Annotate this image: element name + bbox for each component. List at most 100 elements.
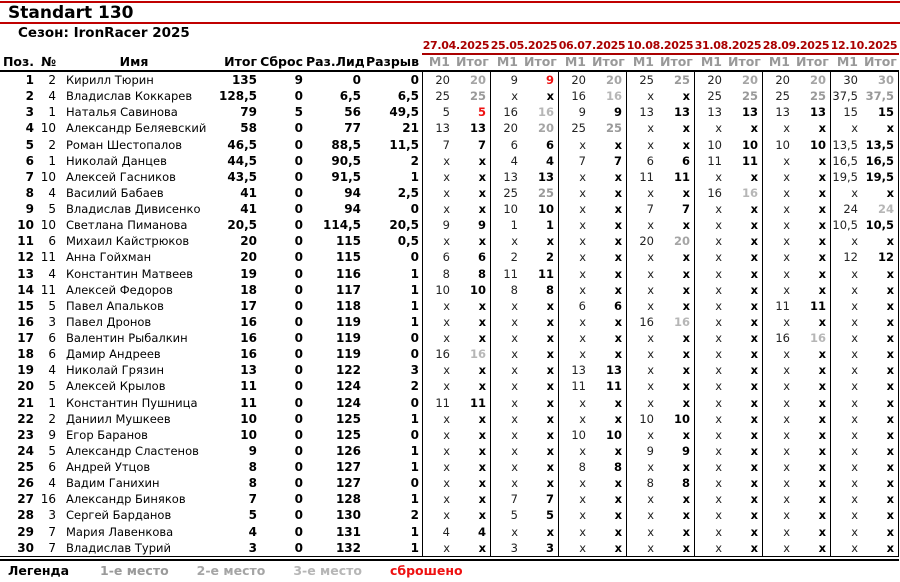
legend-place2: 2-е место [196, 563, 266, 578]
m1-cell: 11 [639, 169, 654, 184]
name-cell: Роман Шестопалов [66, 137, 183, 152]
pos-cell: 20 [17, 379, 34, 394]
total-cell: 17 [240, 298, 257, 313]
m1-cell: 10 [775, 137, 790, 152]
race-total-cell: x [886, 395, 894, 410]
m1-cell: 37,5 [832, 89, 858, 104]
table-row: 16 3 Павел Дронов 16 0 119 1 x x x x x x 16 16 x x x x x x [0, 313, 899, 330]
num-cell: 6 [48, 331, 56, 345]
m1-cell: x [443, 508, 450, 523]
table-row: 23 9 Егор Баранов 10 0 125 0 x x x x 10 10 x x x x x x x x [0, 426, 899, 443]
column-header-row: Поз. № Имя Итог Сброс Раз.Лид Разрыв М1 И… [0, 54, 899, 70]
m1-cell: 20 [503, 121, 518, 136]
m1-cell: x [783, 460, 790, 474]
race-subheader-group: М1 Итог [626, 54, 694, 70]
name-cell: Павел Дронов [66, 314, 152, 329]
race-total-cell: x [750, 379, 758, 394]
race-total-cell: x [682, 492, 690, 507]
race-total-cell: x [614, 540, 622, 555]
name-cell: Владислав Турий [66, 540, 171, 555]
m1-cell: x [511, 395, 518, 410]
m1-cell: 16 [775, 331, 790, 345]
race-group: 16 16 [626, 313, 694, 330]
race-date: 25.05.2025 [490, 39, 558, 52]
pos-cell: 13 [17, 266, 34, 281]
pos-cell: 8 [25, 185, 34, 200]
m1-cell: 1 [510, 218, 518, 233]
table-row: 1 2 Кирилл Тюрин 135 9 0 0 20 20 9 9 20 20 25 25 20 20 20… [0, 72, 899, 89]
race-group: 20 20 [422, 72, 490, 89]
header-gap: Разрыв [365, 54, 419, 69]
num-cell: 9 [48, 427, 56, 442]
m1-cell: x [783, 347, 790, 362]
race-group: 11 11 [762, 297, 830, 314]
m1-cell: x [579, 202, 586, 216]
subheader-m1: М1 [632, 54, 654, 69]
m1-cell: 13 [707, 105, 722, 120]
race-total-cell: 13 [673, 105, 690, 120]
total-cell: 79 [240, 105, 257, 120]
drop-cell: 0 [294, 202, 303, 216]
gap-cell: 0,5 [397, 234, 419, 249]
name-cell: Сергей Барданов [66, 508, 172, 523]
race-total-cell: 7 [681, 202, 690, 216]
table-row: 29 7 Мария Лавенкова 4 0 131 1 4 4 x x x x x x x x x x x x [0, 523, 899, 540]
subheader-race-total: Итог [864, 54, 897, 69]
race-total-cell: x [682, 347, 690, 362]
pos-cell: 19 [17, 363, 34, 378]
leader-gap-cell: 124 [335, 395, 361, 410]
m1-cell: x [647, 266, 654, 281]
race-total-cell: x [478, 185, 486, 200]
m1-cell: x [443, 234, 450, 249]
m1-cell: x [783, 363, 790, 378]
race-total-cell: x [818, 492, 826, 507]
m1-cell: x [511, 443, 518, 458]
m1-cell: x [443, 363, 450, 378]
gap-cell: 2,5 [397, 185, 419, 200]
pos-cell: 2 [25, 89, 34, 104]
race-group: 25 25 [762, 88, 830, 105]
table-row: 22 2 Даниил Мушкеев 10 0 125 1 x x x x x x 10 10 x x x x x x [0, 410, 899, 427]
race-total-cell: x [886, 314, 894, 329]
table-row: 7 10 Алексей Гасников 43,5 0 91,5 1 x x 13 13 x x 11 1… [0, 168, 899, 185]
race-total-cell: x [614, 331, 622, 345]
subheader-race-total: Итог [796, 54, 829, 69]
name-cell: Александр Биняков [66, 492, 186, 507]
race-total-cell: x [750, 411, 758, 426]
m1-cell: 3 [510, 540, 518, 555]
m1-cell: x [443, 169, 450, 184]
m1-cell: x [715, 169, 722, 184]
table-row: 18 6 Дамир Андреев 16 0 119 0 16 16 x x x x x x x x x x x x [0, 346, 899, 363]
table-row: 28 3 Сергей Барданов 5 0 130 2 x x 5 5 x x x x x x x x x x [0, 507, 899, 524]
race-group: 16 16 [422, 346, 490, 363]
m1-cell: x [647, 121, 654, 136]
m1-cell: x [715, 314, 722, 329]
gap-cell: 0 [410, 395, 419, 410]
leader-gap-cell: 125 [335, 411, 361, 426]
table-row: 25 6 Андрей Утцов 8 0 127 1 x x x x 8 8 x x x x x x x x [0, 459, 899, 476]
race-group: 13 13 [694, 104, 762, 121]
m1-cell: x [443, 331, 450, 345]
race-total-cell: 11 [673, 169, 690, 184]
race-total-cell: 13 [469, 121, 486, 136]
